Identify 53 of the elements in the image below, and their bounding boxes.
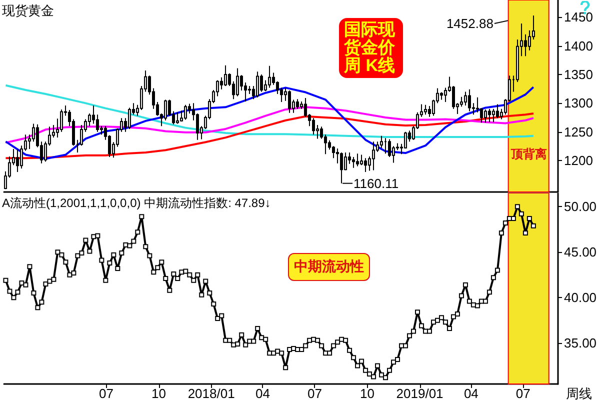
y-tick-label: 40.00	[564, 290, 597, 306]
candlestick	[184, 104, 187, 120]
candlestick	[364, 158, 367, 172]
candlestick	[384, 138, 387, 154]
candlestick	[296, 98, 299, 110]
y-tick-label: 45.00	[564, 244, 597, 260]
candlestick	[268, 65, 271, 88]
y-tick-label: 1250	[564, 124, 593, 140]
annotation: 1452.88	[446, 16, 494, 32]
x-tick-label: 07	[99, 386, 114, 400]
candlestick	[256, 71, 259, 98]
y-tick-label: 1350	[564, 67, 593, 82]
y-tick-label: 1200	[564, 152, 593, 168]
line-series	[4, 86, 534, 160]
y-tick-label: 50.00	[564, 199, 597, 214]
x-tick-label: 04	[255, 386, 270, 400]
y-tick-label: 1300	[564, 96, 593, 111]
text: 周线	[566, 385, 592, 400]
candlestick	[352, 156, 355, 168]
line-series	[4, 84, 534, 138]
y-tick-label: 1450	[564, 10, 593, 25]
candlestick	[224, 64, 227, 86]
annotation: 1160.11	[354, 176, 399, 191]
candlestick	[176, 112, 179, 124]
annotation: 中期流动性	[288, 253, 370, 281]
candlestick	[312, 118, 315, 136]
chart-title: A流动性(1,2001,1,1,0,0,0) 中期流动性指数: 47.89↓	[2, 195, 271, 212]
candlestick	[356, 153, 359, 167]
candlestick	[496, 104, 499, 119]
candlestick	[236, 68, 239, 97]
y-tick-label: 1400	[564, 38, 593, 54]
x-tick-label: 07	[307, 386, 322, 400]
candlestick	[372, 141, 375, 171]
candlestick	[492, 108, 495, 123]
annotation: 国际现货金价周 K线	[339, 18, 403, 78]
y-tick-label: 35.00	[564, 336, 597, 351]
chart-title: 现货黄金	[2, 2, 54, 20]
candlestick	[468, 88, 471, 112]
candlestick	[440, 92, 443, 100]
x-tick-label: 10	[360, 386, 374, 400]
x-tick-label: 07	[516, 386, 530, 400]
candlestick	[484, 108, 487, 124]
candlestick	[128, 107, 131, 130]
candlestick	[16, 149, 19, 172]
line-series	[4, 106, 534, 144]
candlestick	[424, 104, 427, 116]
x-tick-label: 10	[152, 386, 166, 400]
annotation: 顶背离	[511, 146, 547, 163]
x-tick-label: 2018/01	[188, 386, 235, 400]
x-tick-label: 2019/01	[396, 386, 444, 400]
x-tick-label: 04	[464, 386, 478, 400]
candlestick	[288, 90, 291, 114]
candlestick	[488, 108, 491, 123]
